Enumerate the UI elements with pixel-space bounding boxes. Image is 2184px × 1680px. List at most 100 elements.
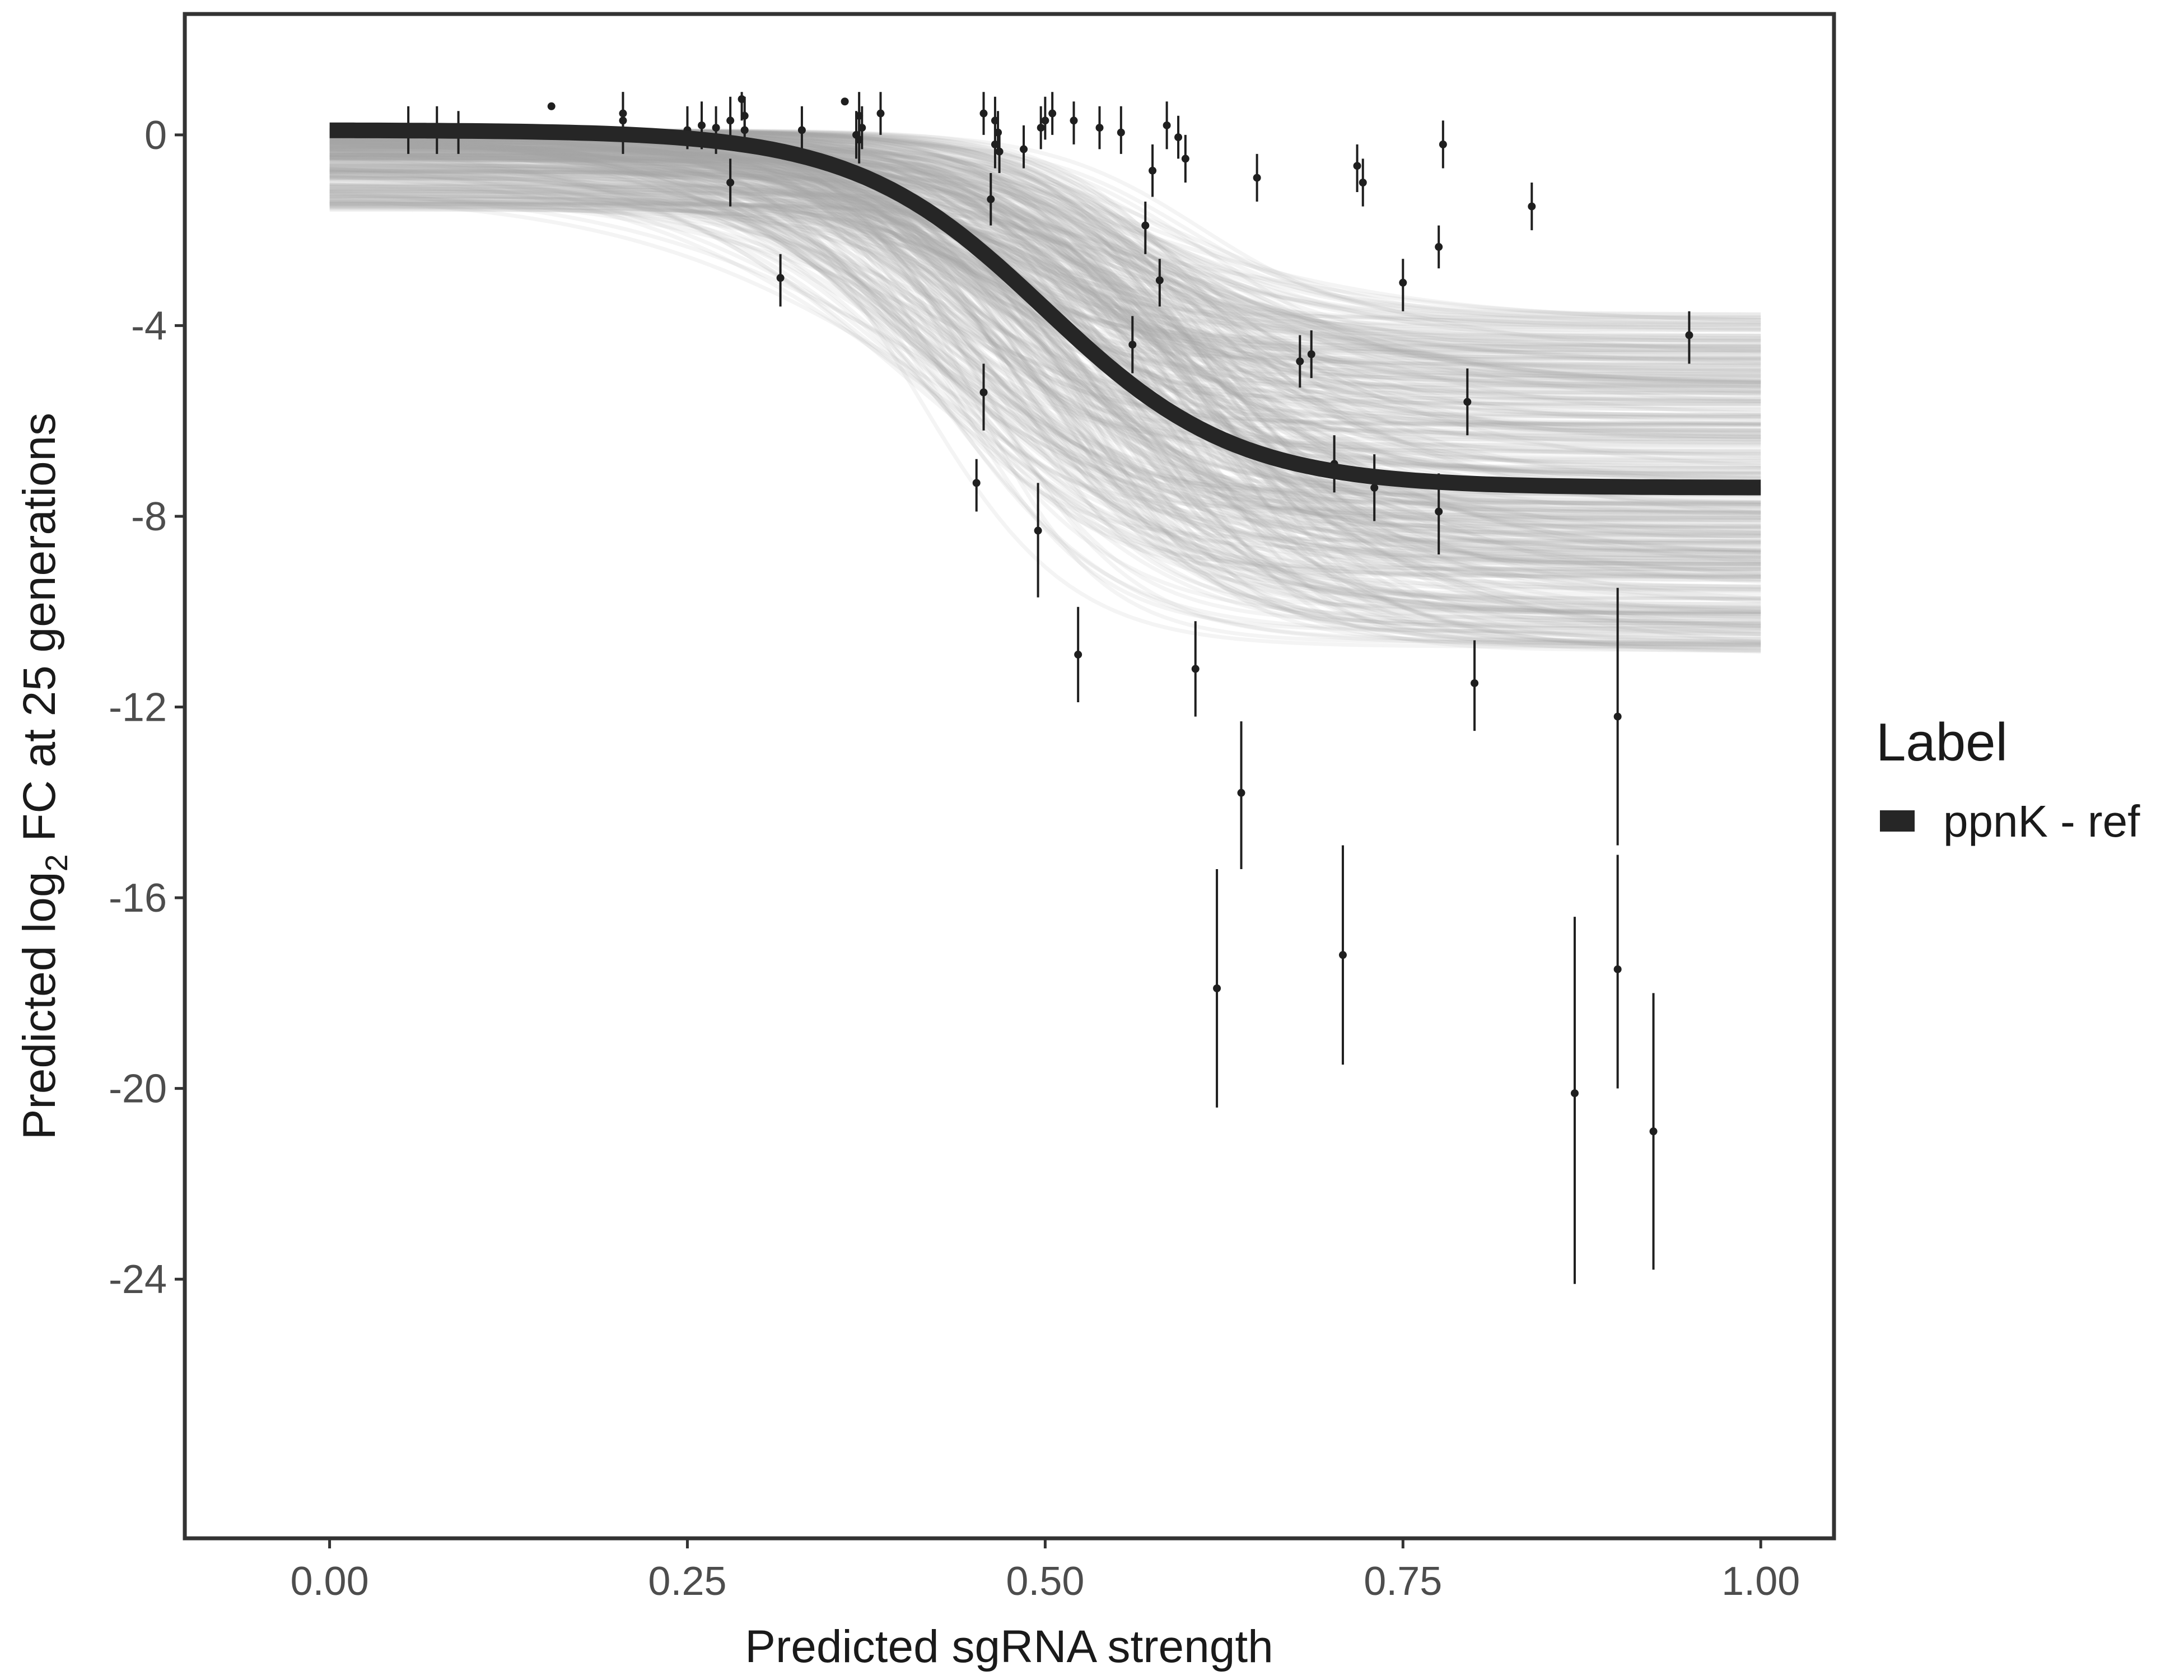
posterior-draw-line	[329, 188, 1761, 404]
posterior-draw-line	[329, 141, 1761, 463]
posterior-draw-line	[329, 146, 1761, 513]
posterior-draw-line	[329, 139, 1761, 579]
posterior-draw-line	[329, 157, 1761, 372]
posterior-draw-line	[329, 152, 1761, 348]
data-point	[1181, 155, 1189, 163]
posterior-draw-line	[329, 184, 1761, 402]
data-point	[1037, 124, 1045, 132]
posterior-draw-line	[329, 146, 1761, 459]
posterior-draw-line	[329, 178, 1761, 507]
posterior-draw-line	[329, 141, 1761, 451]
posterior-draw-line	[329, 169, 1761, 589]
posterior-draw-line	[329, 202, 1761, 333]
posterior-draw-line	[329, 194, 1761, 543]
posterior-draw-line	[329, 133, 1761, 604]
posterior-draw-line	[329, 149, 1761, 374]
posterior-draw-line	[329, 165, 1761, 412]
posterior-draw-line	[329, 141, 1761, 516]
posterior-draw-line	[329, 194, 1761, 363]
posterior-draw-line	[329, 164, 1761, 338]
x-tick-label: 1.00	[1721, 1559, 1800, 1604]
posterior-draw-line	[329, 143, 1761, 555]
posterior-draw-line	[329, 189, 1761, 392]
posterior-draw-line	[329, 152, 1761, 614]
posterior-draw-line	[329, 136, 1761, 331]
posterior-draw-line	[329, 139, 1761, 567]
posterior-draw-line	[329, 153, 1761, 505]
data-point	[1435, 507, 1443, 516]
posterior-draw-line	[329, 144, 1761, 529]
posterior-draw-line	[329, 137, 1761, 575]
posterior-draw-line	[329, 143, 1761, 627]
posterior-draw-line	[329, 138, 1761, 461]
data-point	[1174, 133, 1183, 142]
posterior-draw-line	[329, 183, 1761, 481]
posterior-draw-line	[329, 153, 1761, 426]
posterior-draw-line	[329, 173, 1761, 465]
posterior-draw-line	[329, 175, 1761, 507]
posterior-draw-line	[329, 155, 1761, 390]
data-point	[1128, 340, 1137, 349]
legend: Label ppnK - ref	[1876, 712, 2140, 846]
posterior-draw-line	[329, 197, 1761, 562]
posterior-draw-line	[329, 152, 1761, 628]
posterior-draw-line	[329, 168, 1761, 610]
posterior-draw-line	[329, 139, 1761, 412]
posterior-draw-line	[329, 165, 1761, 646]
posterior-draw-line	[329, 144, 1761, 538]
posterior-draw-line	[329, 139, 1761, 421]
posterior-draw-line	[329, 151, 1761, 552]
data-point	[726, 116, 735, 125]
y-tick-label: -12	[109, 685, 167, 730]
data-point	[995, 147, 1004, 156]
posterior-draw-line	[329, 142, 1761, 352]
posterior-draw-line	[329, 153, 1761, 428]
posterior-draw-line	[329, 174, 1761, 496]
posterior-draw-line	[329, 162, 1761, 561]
posterior-draw-line	[329, 147, 1761, 516]
posterior-draw-line	[329, 178, 1761, 520]
posterior-draw-line	[329, 139, 1761, 535]
posterior-draw-line	[329, 156, 1761, 545]
posterior-draw-line	[329, 139, 1761, 366]
posterior-draw-line	[329, 151, 1761, 562]
posterior-draw-line	[329, 136, 1761, 520]
posterior-draw-line	[329, 174, 1761, 352]
posterior-draw-line	[329, 173, 1761, 591]
posterior-draw-line	[329, 139, 1761, 436]
posterior-draw-line	[329, 194, 1761, 385]
data-point	[1155, 276, 1164, 284]
posterior-draw-line	[329, 186, 1761, 581]
data-point	[797, 126, 806, 134]
posterior-draw-line	[329, 202, 1761, 327]
posterior-draw-line	[329, 144, 1761, 353]
posterior-draw-line	[329, 181, 1761, 340]
posterior-draw-line	[329, 184, 1761, 432]
posterior-draw-line	[329, 148, 1761, 320]
posterior-draw-line	[329, 169, 1761, 515]
posterior-draw-line	[329, 134, 1761, 484]
y-axis-title: Predicted log2 FC at 25 generations	[14, 413, 74, 1140]
data-point	[1528, 202, 1536, 211]
posterior-draw-line	[329, 153, 1761, 475]
posterior-draw-line	[329, 150, 1761, 650]
posterior-draw-line	[329, 166, 1761, 511]
data-point	[1141, 221, 1150, 230]
posterior-draw-line	[329, 144, 1761, 549]
posterior-draw-line	[329, 141, 1761, 578]
posterior-draw-line	[329, 148, 1761, 522]
posterior-draw-line	[329, 144, 1761, 566]
data-point	[698, 121, 706, 129]
posterior-draw-line	[329, 155, 1761, 366]
posterior-draw-line	[329, 133, 1761, 528]
x-tick-label: 0.75	[1364, 1559, 1442, 1604]
posterior-draw-line	[329, 133, 1761, 384]
posterior-draw-line	[329, 153, 1761, 571]
data-point	[841, 97, 849, 106]
posterior-draw-line	[329, 197, 1761, 596]
data-point	[726, 178, 735, 186]
posterior-draw-line	[329, 139, 1761, 618]
posterior-draw-line	[329, 158, 1761, 376]
posterior-draw-line	[329, 171, 1761, 507]
